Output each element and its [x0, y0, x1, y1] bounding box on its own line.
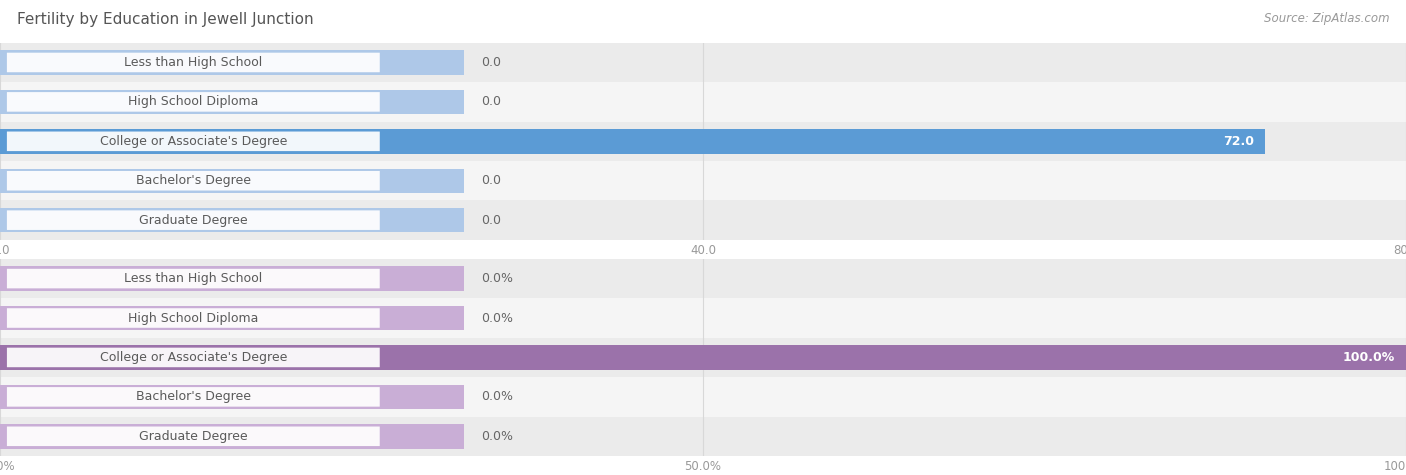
Bar [0, 129, 1265, 153]
Bar [0, 424, 464, 448]
Text: 0.0: 0.0 [481, 174, 501, 187]
FancyBboxPatch shape [7, 269, 380, 288]
Text: High School Diploma: High School Diploma [128, 312, 259, 324]
FancyBboxPatch shape [7, 387, 380, 407]
Bar [0, 161, 1406, 200]
Bar [0, 306, 464, 330]
Bar [0, 82, 1406, 122]
FancyBboxPatch shape [7, 210, 380, 230]
FancyBboxPatch shape [7, 53, 380, 72]
Text: Source: ZipAtlas.com: Source: ZipAtlas.com [1264, 12, 1389, 25]
Bar [0, 377, 1406, 417]
FancyBboxPatch shape [7, 171, 380, 190]
Text: 0.0%: 0.0% [481, 272, 513, 285]
FancyBboxPatch shape [7, 348, 380, 367]
Text: Bachelor's Degree: Bachelor's Degree [136, 390, 250, 403]
Text: Less than High School: Less than High School [124, 272, 263, 285]
FancyBboxPatch shape [7, 427, 380, 446]
Bar [0, 50, 464, 75]
Text: High School Diploma: High School Diploma [128, 95, 259, 108]
Text: Graduate Degree: Graduate Degree [139, 430, 247, 443]
Bar [0, 122, 1406, 161]
Text: 0.0: 0.0 [481, 95, 501, 108]
Text: 0.0%: 0.0% [481, 430, 513, 443]
Text: 0.0%: 0.0% [481, 390, 513, 403]
Bar [0, 169, 464, 193]
Text: Less than High School: Less than High School [124, 56, 263, 69]
Bar [0, 200, 1406, 240]
FancyBboxPatch shape [7, 308, 380, 328]
FancyBboxPatch shape [7, 92, 380, 112]
Text: 100.0%: 100.0% [1343, 351, 1395, 364]
Bar [0, 298, 1406, 338]
Text: Bachelor's Degree: Bachelor's Degree [136, 174, 250, 187]
Bar [0, 338, 1406, 377]
Text: 0.0: 0.0 [481, 214, 501, 227]
Text: 0.0%: 0.0% [481, 312, 513, 324]
Bar [0, 385, 464, 409]
Bar [0, 43, 1406, 82]
Bar [0, 259, 1406, 298]
FancyBboxPatch shape [7, 132, 380, 151]
Text: Fertility by Education in Jewell Junction: Fertility by Education in Jewell Junctio… [17, 12, 314, 27]
Bar [0, 417, 1406, 456]
Text: 72.0: 72.0 [1223, 135, 1254, 148]
Text: College or Associate's Degree: College or Associate's Degree [100, 351, 287, 364]
Bar [0, 208, 464, 232]
Text: Graduate Degree: Graduate Degree [139, 214, 247, 227]
Text: 0.0: 0.0 [481, 56, 501, 69]
Bar [0, 266, 464, 291]
Bar [0, 345, 1406, 370]
Bar [0, 90, 464, 114]
Text: College or Associate's Degree: College or Associate's Degree [100, 135, 287, 148]
